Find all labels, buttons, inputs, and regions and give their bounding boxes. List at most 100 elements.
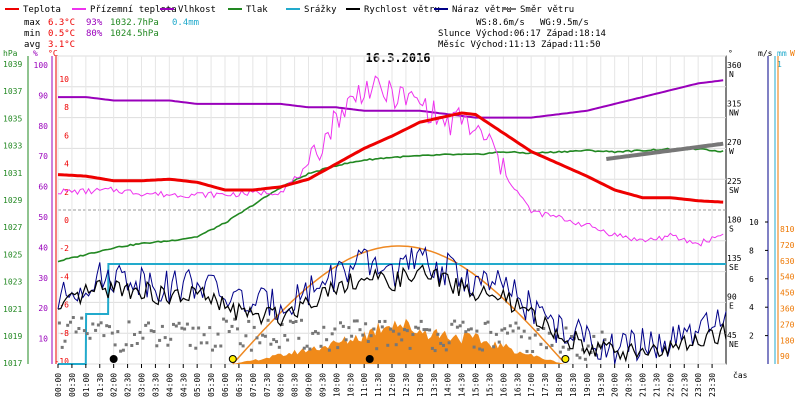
wind-tick: 2 — [749, 332, 754, 341]
x-tick-label: 15:30 — [485, 373, 494, 397]
wind-direction-point — [180, 326, 184, 330]
hpa-tick: 1021 — [3, 305, 22, 314]
solar-tick: 180 — [780, 336, 795, 345]
wind-direction-point — [166, 343, 170, 347]
direction-tick: 45 — [727, 331, 737, 340]
wind-direction-point — [581, 348, 585, 352]
x-tick-label: 02:30 — [124, 373, 133, 397]
wind-direction-point — [592, 334, 596, 338]
wind-direction-point — [88, 336, 92, 340]
x-tick-label: 12:30 — [402, 373, 411, 397]
wind-direction-point — [77, 327, 81, 330]
wind-direction-point — [160, 324, 164, 328]
wind-direction-point — [522, 329, 526, 333]
wind-direction-point — [94, 328, 98, 332]
x-tick-label: 23:30 — [708, 373, 717, 397]
x-tick-label: 21:00 — [639, 373, 648, 397]
x-tick-label: 21:30 — [652, 373, 661, 397]
x-tick-label: 12:00 — [388, 373, 397, 397]
temp-tick: 0 — [64, 216, 69, 225]
hpa-tick: 1035 — [3, 114, 22, 123]
wind-direction-point — [211, 348, 214, 352]
wind-direction-point — [216, 332, 220, 336]
hpa-tick: 1029 — [3, 196, 22, 205]
wind-direction-point — [261, 333, 265, 337]
wind-direction-point — [174, 324, 178, 328]
wind-direction-point — [152, 330, 156, 333]
wind-direction-point — [467, 328, 470, 332]
wind-direction-point — [263, 334, 267, 338]
stat-sun: Slunce Východ:06:17 Západ:18:14 — [438, 29, 606, 39]
wind-direction-point — [105, 324, 109, 328]
chart-title: 16.3.2016 — [365, 51, 430, 65]
wind-direction-point — [503, 327, 507, 331]
solar-tick: 540 — [780, 273, 795, 282]
wind-direction-point — [308, 347, 312, 351]
humidity-tick: 100 — [34, 61, 49, 70]
legend-label: Rychlost větru — [364, 5, 440, 15]
wind-direction-point — [539, 342, 543, 346]
wind-tick: 4 — [749, 303, 754, 312]
stat-wg: WG:9.5m/s — [540, 18, 589, 28]
wind-direction-point — [561, 345, 565, 349]
wind-direction-point — [583, 357, 587, 361]
wind-direction-point — [130, 344, 134, 347]
x-tick-label: 08:00 — [277, 373, 286, 397]
x-tick-label: 16:30 — [513, 373, 522, 397]
wind-direction-point — [444, 348, 448, 352]
wind-direction-point — [414, 325, 418, 329]
wind-direction-point — [489, 330, 493, 334]
stat-ws: WS:8.6m/s — [476, 18, 525, 28]
hpa-tick: 1031 — [3, 169, 22, 178]
stat-max-label: max — [24, 18, 41, 28]
wind-direction-point — [567, 347, 571, 351]
direction-name: E — [729, 302, 734, 311]
sun-marker — [228, 355, 237, 363]
x-tick-label: 23:00 — [694, 373, 703, 397]
wind-direction-point — [600, 330, 604, 334]
wind-direction-point — [69, 320, 72, 324]
wind-direction-point — [258, 341, 262, 345]
wind-direction-point — [71, 316, 75, 319]
x-tick-label: 05:30 — [207, 373, 216, 397]
series-layer — [57, 75, 727, 365]
x-tick-label: 08:30 — [291, 373, 300, 397]
wind-direction-point — [492, 345, 496, 349]
wind-direction-point — [266, 318, 270, 322]
wind-direction-point — [506, 331, 509, 335]
x-tick-label: 04:00 — [165, 373, 174, 397]
humidity-axis-title: % — [33, 49, 38, 58]
humidity-tick: 80 — [38, 122, 48, 131]
wind-direction-point — [252, 325, 256, 329]
wind-direction-point — [336, 346, 340, 350]
wind-direction-point — [586, 344, 590, 348]
wind-direction-point — [213, 344, 217, 348]
x-tick-label: 10:30 — [346, 373, 355, 397]
wind-direction-point — [155, 344, 159, 348]
wind-direction-point — [294, 320, 298, 323]
wind-direction-point — [589, 351, 593, 354]
wind-direction-point — [291, 321, 295, 324]
wind-direction-point — [545, 346, 548, 350]
wind-direction-point — [472, 345, 476, 349]
wind-direction-point — [508, 324, 512, 328]
direction-tick: 135 — [727, 254, 742, 263]
wind-direction-point — [531, 350, 535, 353]
wind-direction-point — [197, 326, 201, 330]
wind-direction-point — [450, 322, 454, 326]
wind-direction-point — [425, 328, 429, 332]
wind-direction-point — [333, 327, 337, 331]
direction-name: SE — [729, 263, 739, 272]
rain-tick: 1 — [777, 60, 782, 69]
x-tick-label: 05:00 — [193, 373, 202, 397]
wind-direction-point — [188, 343, 192, 347]
wind-direction-point — [458, 324, 462, 328]
wind-direction-point — [514, 321, 518, 325]
direction-name: S — [729, 224, 734, 233]
ground-temperature-series — [57, 75, 724, 247]
wind-direction-point — [389, 327, 393, 331]
hpa-tick: 1025 — [3, 250, 22, 259]
direction-name: W — [729, 147, 734, 156]
humidity-tick: 70 — [38, 152, 48, 161]
wind-tick: 8 — [749, 246, 754, 255]
